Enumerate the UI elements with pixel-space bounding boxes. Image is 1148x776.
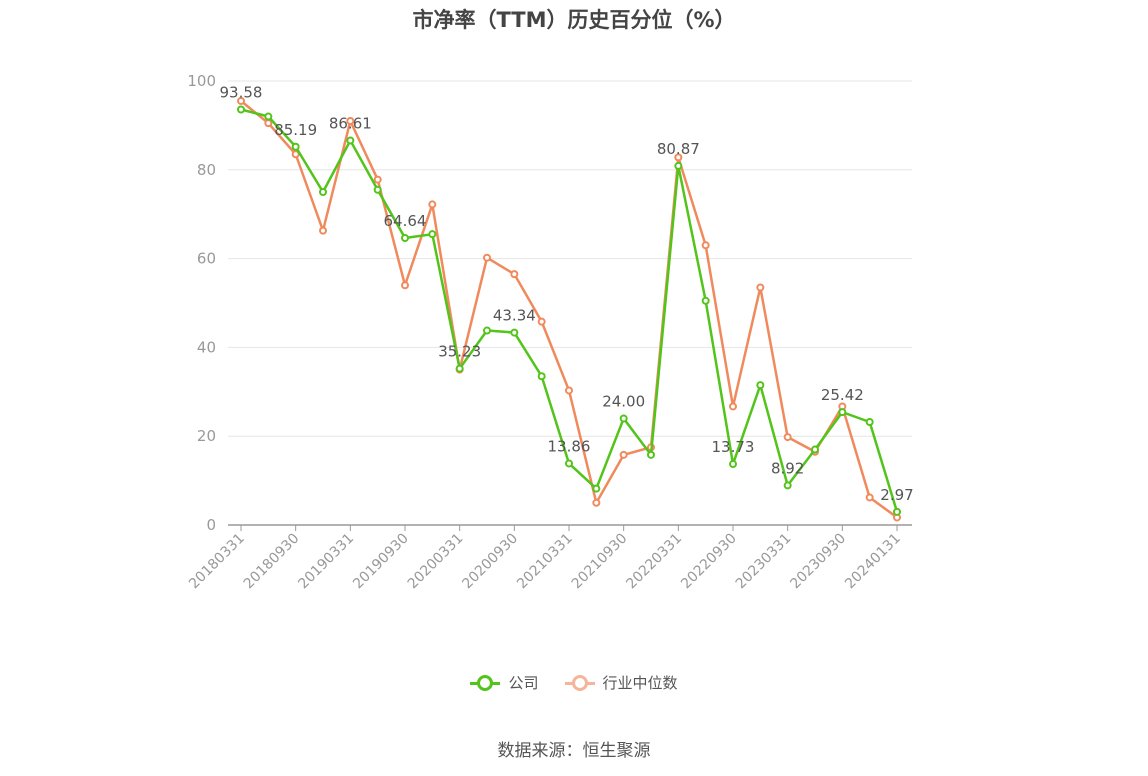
industry-point <box>291 150 300 159</box>
industry-point <box>264 119 273 128</box>
industry-point <box>701 241 710 250</box>
legend: 公司 行业中位数 <box>0 672 1148 693</box>
industry-point <box>729 402 737 411</box>
data-label: 24.00 <box>602 392 645 410</box>
x-tick-label: 20200930 <box>459 531 521 593</box>
industry-point <box>428 200 437 209</box>
x-tick-label: 20180930 <box>241 531 303 593</box>
data-label: 86.61 <box>329 114 372 132</box>
x-tick-label: 20240131 <box>842 531 904 593</box>
company-point <box>346 136 355 145</box>
industry-point <box>592 498 601 507</box>
industry-point <box>346 116 355 125</box>
x-tick-label: 20220331 <box>623 531 685 593</box>
industry-point <box>319 226 327 235</box>
company-point <box>373 185 382 194</box>
legend-industry-label: 行业中位数 <box>602 674 678 692</box>
industry-point <box>401 281 409 290</box>
y-tick-label: 80 <box>197 161 216 179</box>
data-label: 93.58 <box>220 84 263 102</box>
company-point <box>428 230 437 239</box>
company-point <box>264 112 273 121</box>
company-point <box>401 233 409 242</box>
company-point <box>729 460 737 469</box>
data-label: 43.34 <box>493 307 536 325</box>
x-tick-label: 20190331 <box>295 531 357 593</box>
company-point <box>565 459 573 468</box>
industry-point <box>865 493 874 502</box>
company-point <box>619 414 628 423</box>
company-point <box>783 481 792 490</box>
legend-company-swatch-icon <box>470 674 501 691</box>
company-point <box>893 507 901 516</box>
legend-company-label: 公司 <box>508 674 539 692</box>
data-label: 80.87 <box>657 140 700 158</box>
industry-point <box>565 386 573 395</box>
y-tick-label: 100 <box>187 72 216 90</box>
y-tick-label: 60 <box>197 250 216 268</box>
industry-point <box>537 317 546 326</box>
data-label: 8.92 <box>771 459 804 477</box>
data-label: 2.97 <box>880 486 913 504</box>
company-point <box>756 381 765 390</box>
company-point <box>865 417 874 426</box>
x-tick-label: 20230930 <box>787 531 849 593</box>
industry-point <box>619 450 628 459</box>
industry-point <box>756 283 765 292</box>
company-point <box>701 296 710 305</box>
industry-point <box>674 153 683 162</box>
x-tick-label: 20220930 <box>678 531 740 593</box>
y-tick-label: 20 <box>197 427 216 445</box>
data-source: 数据来源：恒生聚源 <box>497 741 651 761</box>
company-point <box>291 142 300 151</box>
company-point <box>592 484 601 493</box>
company-point <box>319 188 327 196</box>
data-label: 25.42 <box>821 386 864 404</box>
chart-title: 市净率（TTM）历史百分位（%） <box>412 8 736 32</box>
company-point <box>811 445 819 454</box>
data-label: 35.23 <box>438 343 481 361</box>
company-point <box>537 372 546 381</box>
x-tick-label: 20190930 <box>350 531 412 593</box>
company-point <box>455 364 464 373</box>
x-tick-label: 20230331 <box>733 531 795 593</box>
company-point <box>510 328 519 337</box>
data-label: 13.86 <box>548 437 591 455</box>
data-label: 64.64 <box>384 212 427 230</box>
company-point <box>674 161 683 170</box>
x-tick-label: 20180331 <box>186 531 248 593</box>
x-tick-label: 20210930 <box>569 531 631 593</box>
company-point <box>237 105 245 114</box>
company-point <box>647 450 655 459</box>
x-tick-label: 20210331 <box>514 531 576 593</box>
x-tick-label: 20200331 <box>405 531 467 593</box>
y-tick-label: 40 <box>197 338 216 356</box>
industry-point <box>510 270 519 279</box>
industry-point <box>373 175 382 184</box>
industry-point <box>483 253 491 262</box>
company-point <box>483 326 491 335</box>
industry-point <box>237 96 245 105</box>
data-label: 85.19 <box>274 121 317 139</box>
company-point <box>838 408 847 417</box>
industry-point <box>783 433 792 442</box>
legend-item-company[interactable]: 公司 <box>470 672 539 693</box>
legend-item-industry[interactable]: 行业中位数 <box>564 672 678 693</box>
legend-industry-swatch-icon <box>564 674 595 691</box>
data-label: 13.73 <box>712 438 755 456</box>
y-tick-label: 0 <box>206 516 216 534</box>
